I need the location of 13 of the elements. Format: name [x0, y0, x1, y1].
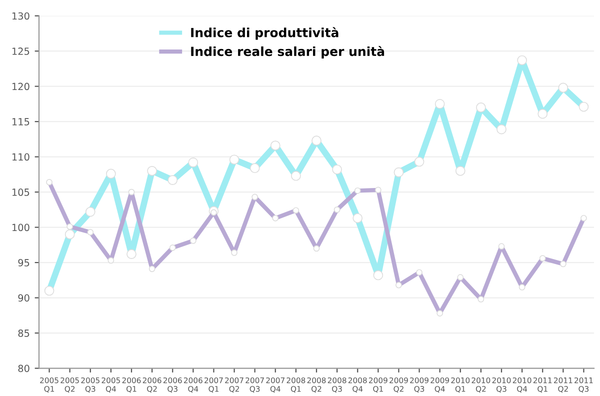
y-tick-label: 90 — [18, 294, 30, 302]
y-tick-label: 105 — [12, 188, 30, 196]
y-tick-label: 115 — [12, 118, 30, 126]
legend-label: Indice reale salari per unità — [191, 46, 384, 59]
legend-label: Indice di produttività — [191, 27, 338, 40]
y-tick-label: 100 — [12, 224, 30, 232]
y-tick-label: 95 — [18, 259, 30, 266]
y-tick-label: 110 — [12, 153, 30, 161]
y-tick-label: 125 — [12, 48, 30, 55]
y-tick-label: 85 — [18, 330, 30, 337]
y-tick-label: 120 — [12, 82, 30, 90]
y-tick-label: 80 — [18, 364, 30, 372]
y-tick-label: 130 — [12, 12, 30, 20]
